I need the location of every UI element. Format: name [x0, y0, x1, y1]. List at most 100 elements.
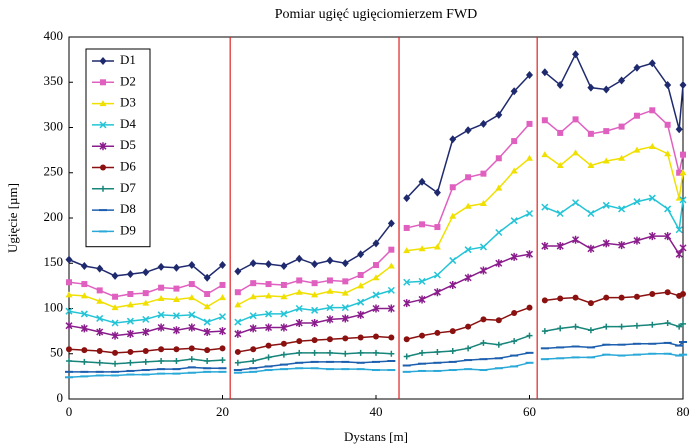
marker: [572, 149, 580, 156]
marker: [541, 117, 548, 124]
marker: [173, 285, 180, 292]
marker: [142, 328, 150, 337]
marker: [618, 205, 626, 213]
marker: [265, 292, 273, 299]
marker: [203, 303, 211, 310]
marker: [265, 323, 273, 332]
marker: [280, 323, 288, 332]
marker: [602, 157, 610, 164]
marker: [219, 345, 226, 352]
marker: [295, 318, 303, 327]
marker: [464, 246, 472, 254]
legend-label: D1: [120, 52, 136, 67]
marker: [280, 310, 288, 318]
marker: [602, 85, 610, 94]
marker: [66, 279, 72, 286]
marker: [556, 162, 564, 169]
marker: [158, 284, 165, 291]
marker: [96, 359, 103, 366]
marker: [587, 244, 595, 253]
marker: [372, 304, 380, 313]
marker: [675, 226, 683, 234]
marker: [510, 217, 518, 225]
marker: [250, 346, 257, 353]
marker: [296, 349, 303, 356]
marker: [311, 280, 318, 287]
marker: [664, 80, 672, 89]
marker: [265, 342, 272, 349]
marker: [188, 323, 196, 332]
marker: [419, 332, 426, 339]
marker: [433, 243, 441, 250]
marker: [342, 350, 349, 357]
marker: [280, 281, 287, 288]
marker: [387, 219, 395, 228]
marker: [541, 151, 549, 158]
legend-label: D8: [120, 201, 136, 216]
marker: [675, 194, 683, 201]
marker: [111, 271, 119, 280]
marker: [65, 321, 73, 330]
marker: [173, 346, 180, 353]
marker: [403, 278, 411, 286]
marker: [157, 295, 165, 302]
marker: [80, 261, 88, 270]
marker: [587, 162, 595, 169]
legend-box: [85, 48, 151, 248]
marker: [249, 312, 257, 320]
marker: [234, 348, 241, 355]
marker: [434, 224, 441, 231]
marker: [157, 262, 165, 271]
marker: [480, 339, 487, 346]
marker: [495, 259, 503, 268]
marker: [157, 323, 165, 332]
marker: [403, 353, 410, 360]
marker: [449, 212, 457, 219]
marker: [112, 293, 119, 300]
marker: [618, 154, 626, 161]
marker: [81, 347, 88, 354]
marker: [126, 270, 134, 279]
marker: [403, 194, 411, 203]
marker: [433, 271, 441, 279]
marker: [495, 110, 503, 119]
marker: [188, 311, 196, 319]
x-axis-label: Dystans [m]: [344, 429, 408, 444]
marker: [479, 243, 487, 251]
marker: [142, 315, 150, 323]
marker: [526, 154, 533, 161]
marker: [218, 313, 227, 321]
marker: [495, 317, 502, 324]
marker: [676, 323, 683, 330]
marker: [111, 319, 119, 327]
marker: [587, 209, 595, 218]
marker: [280, 351, 287, 358]
marker: [357, 298, 365, 306]
marker: [675, 125, 683, 134]
marker: [664, 289, 671, 296]
marker: [649, 321, 656, 328]
marker: [419, 349, 426, 356]
marker: [541, 203, 549, 211]
marker: [111, 304, 119, 311]
marker: [510, 87, 518, 96]
marker: [387, 286, 395, 294]
marker: [265, 281, 272, 288]
marker: [526, 304, 533, 311]
marker: [127, 348, 134, 355]
marker: [249, 324, 257, 333]
marker: [633, 63, 641, 72]
y-tick-label: 50: [50, 345, 63, 360]
legend-label: D4: [120, 116, 136, 131]
marker: [341, 259, 349, 268]
marker: [357, 349, 364, 356]
marker: [649, 291, 656, 298]
marker: [449, 348, 456, 355]
marker: [449, 184, 456, 191]
marker: [99, 142, 107, 151]
marker: [541, 328, 548, 335]
marker: [433, 188, 441, 197]
marker: [679, 169, 687, 176]
marker: [203, 318, 211, 326]
marker: [664, 150, 672, 157]
